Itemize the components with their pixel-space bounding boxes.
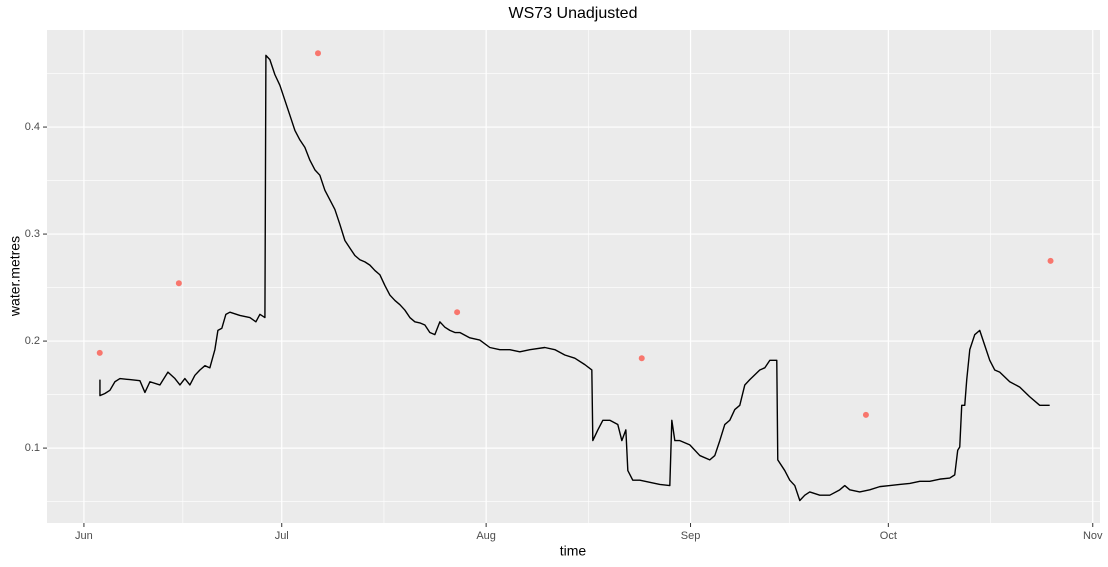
chart-title: WS73 Unadjusted (509, 5, 638, 22)
plot-panel (47, 30, 1100, 523)
x-tick-label: Jun (75, 530, 93, 542)
x-tick-label: Sep (681, 530, 701, 542)
y-axis-label: water.metres (7, 236, 23, 317)
y-tick-label: 0.4 (25, 121, 40, 133)
data-point (175, 280, 182, 287)
data-point (638, 355, 645, 362)
x-tick-label: Jul (275, 530, 289, 542)
y-tick-label: 0.1 (25, 442, 40, 454)
y-tick-label: 0.3 (25, 228, 40, 240)
x-tick-label: Aug (476, 530, 496, 542)
data-point (96, 349, 103, 356)
data-point (1047, 257, 1054, 264)
data-point (862, 411, 869, 418)
x-axis-label: time (560, 543, 587, 559)
data-point (314, 50, 321, 57)
data-line (99, 54, 1050, 502)
y-tick-label: 0.2 (25, 335, 40, 347)
x-tick-label: Nov (1083, 530, 1103, 542)
data-point (454, 309, 461, 316)
x-tick-label: Oct (880, 530, 897, 542)
